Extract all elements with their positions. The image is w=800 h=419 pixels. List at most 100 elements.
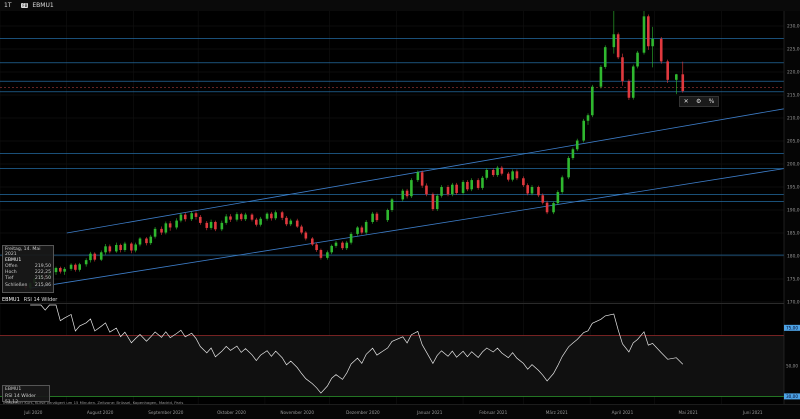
candle-body [123,243,127,251]
candle-body [642,16,646,53]
candle-body [108,246,112,252]
candle-body [334,242,338,246]
candle-body [455,184,458,193]
candle-body [440,187,443,196]
candle-body [681,74,685,92]
candle-body [349,233,353,243]
candle-body [431,194,435,210]
candle-body [84,260,88,265]
rsi-info-box: EBMU1 RSI 14 Wilder 51,12 [2,385,50,405]
candle-body [229,216,232,220]
price-tick-label: 185,00 [787,231,800,237]
candle-body [446,187,450,195]
cross-icon[interactable]: ✕ [683,98,689,105]
candle-body [153,228,157,237]
price-tick-label: 205,00 [787,139,800,145]
month-label: Februar 2021 [479,410,507,415]
candle-body [250,214,254,220]
candle-body [78,264,81,270]
candle-body [507,173,510,180]
rsi-tick-tag [784,324,800,331]
candle-body [89,253,92,261]
trend-line [66,108,785,234]
candle-body [99,252,103,260]
candle-body [255,219,258,225]
symbol-label[interactable]: EBMU1 [32,2,54,9]
candle-body [168,223,172,228]
info-value: 222,25 [34,270,51,276]
candle-body [59,267,62,272]
month-label: November 2020 [280,410,314,415]
candle-body [265,213,269,219]
candle-body [631,66,635,98]
candle-body [115,244,118,252]
price-tick-label: 215,00 [787,93,800,99]
ohlc-info-panel: Freitag, 14. Mai 2021 EBMU1 Offen 219,50 … [2,245,54,293]
candle-body [360,227,364,233]
rsi-tick-label: 30,00 [786,394,798,399]
rsi-box-value: RSI 14 Wilder 51,12 [5,393,36,406]
rsi-panel [0,304,784,397]
candle-body [466,181,469,190]
candle-body [386,210,389,221]
month-label: Juli 2020 [23,410,43,415]
candle-body [511,171,514,180]
candle-body [371,213,374,222]
candle-body [556,192,560,204]
month-label: Oktober 2020 [217,410,246,415]
month-label: Juni 2021 [742,410,763,415]
candle-body [259,218,262,225]
month-label: September 2020 [148,410,183,415]
candle-body [145,238,148,244]
candle-body [666,61,669,80]
candle-body [138,238,142,245]
percent-icon[interactable]: % [708,98,715,105]
rsi-tick-tag [784,393,800,400]
candle-body [315,244,318,251]
rsi-header-indicator[interactable]: RSI 14 Wilder [23,297,58,303]
candle-body [405,190,409,197]
info-row-open: Offen 219,50 [5,264,51,270]
candle-body [627,81,631,98]
candle-body [74,264,77,270]
gear-icon[interactable]: ⚙ [695,98,702,105]
candle-body [130,243,133,251]
candle-body [274,212,277,219]
candle-body [476,180,480,188]
month-label: Dezember 2020 [346,410,380,415]
timeframe-label[interactable]: 1T [4,2,12,9]
candle-body [522,178,525,186]
candle-body [295,220,299,227]
info-label: Tief [5,276,14,282]
month-label: August 2020 [87,410,114,415]
info-row-low: Tief 215,50 [5,276,51,282]
candle-body [345,242,349,249]
candle-body [401,190,405,200]
price-tick-label: 180,00 [787,254,800,260]
candle-body [330,245,333,253]
candle-body [199,216,202,223]
price-tick-label: 200,00 [787,162,800,168]
candle-body [560,177,564,193]
rsi-header-symbol[interactable]: EBMU1 [2,297,20,303]
candle-body [541,195,545,203]
candle-body [410,180,413,197]
trend-lines[interactable] [30,108,785,289]
candle-body [586,115,590,121]
candle-body [235,214,239,220]
candle-body [164,223,168,233]
candle-body [220,222,224,230]
price-axis[interactable]: 235,00230,00225,00220,00215,00210,00205,… [783,0,800,419]
candle-body [390,199,394,210]
top-bar: 1T FB EBMU1 [0,0,800,11]
month-label: März 2021 [546,410,568,415]
candle-body [616,34,620,58]
candle-body [675,74,678,80]
time-axis[interactable]: Juli 2020 August 2020 September 2020 Oktobe… [0,404,800,419]
rsi-box-symbol: EBMU1 [5,387,22,392]
candle-body [582,120,585,141]
candle-body [603,47,607,67]
price-tick-label: 175,00 [787,277,800,283]
info-date: Freitag, 14. Mai 2021 [5,247,41,257]
